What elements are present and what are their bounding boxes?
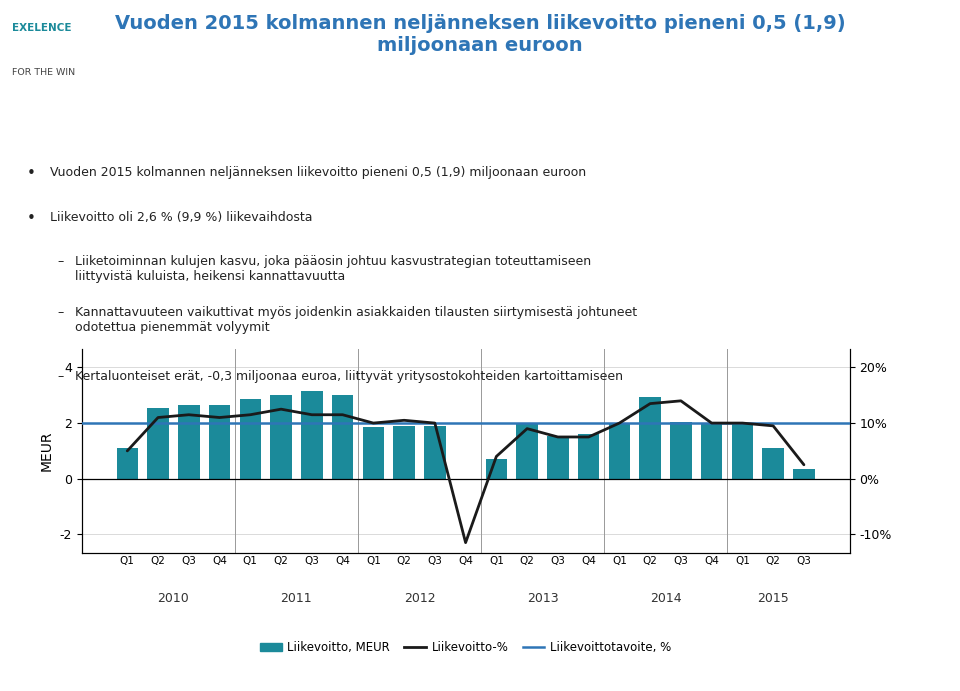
Bar [516,424,538,479]
Bar [240,399,261,479]
Bar [732,424,754,479]
Text: EXELENCE: EXELENCE [12,23,72,33]
Bar [455,479,476,480]
Text: 9: 9 [926,667,936,679]
Bar [547,435,568,479]
Bar [271,395,292,479]
Text: Exel Composites Oyj: Exel Composites Oyj [17,667,169,679]
Text: 2015: 2015 [757,591,789,605]
Bar [394,426,415,479]
Bar [609,424,630,479]
Text: Kertaluonteiset erät, -0,3 miljoonaa euroa, liittyvät yritysostokohteiden kartoi: Kertaluonteiset erät, -0,3 miljoonaa eur… [75,370,623,383]
Bar [762,448,784,479]
Text: 2011: 2011 [280,591,312,605]
Bar [208,405,230,479]
Bar [363,427,384,479]
Bar [178,405,200,479]
Text: 2014: 2014 [650,591,682,605]
Text: Vuoden 2015 kolmannen neljänneksen liikevoitto pieneni 0,5 (1,9)
miljoonaan euro: Vuoden 2015 kolmannen neljänneksen liike… [114,14,846,55]
Bar [424,426,445,479]
Text: Kannattavuuteen vaikuttivat myös joidenkin asiakkaiden tilausten siirtymisestä j: Kannattavuuteen vaikuttivat myös joidenk… [75,306,637,334]
Text: Liiketoiminnan kulujen kasvu, joka pääosin johtuu kasvustrategian toteuttamiseen: Liiketoiminnan kulujen kasvu, joka pääos… [75,256,591,283]
Y-axis label: MEUR: MEUR [40,430,54,471]
Bar [701,424,723,479]
Text: 2013: 2013 [527,591,559,605]
Text: •: • [27,167,36,182]
Text: 2012: 2012 [403,591,435,605]
Text: 2010: 2010 [157,591,189,605]
Text: –: – [58,256,64,268]
Bar [639,397,660,479]
Bar [147,408,169,479]
Text: •: • [27,211,36,226]
Bar [116,448,138,479]
Text: FOR THE WIN: FOR THE WIN [12,68,76,77]
Bar [301,391,323,479]
Text: –: – [58,306,64,319]
Bar [793,469,815,479]
Bar [670,422,691,479]
Bar [486,460,507,479]
Bar [578,434,599,479]
Legend: Liikevoitto, MEUR, Liikevoitto-%, Liikevoittotavoite, %: Liikevoitto, MEUR, Liikevoitto-%, Liikev… [255,636,676,659]
Bar [332,395,353,479]
Text: Liikevoitto oli 2,6 % (9,9 %) liikevaihdosta: Liikevoitto oli 2,6 % (9,9 %) liikevaihd… [50,211,312,224]
Text: Vuoden 2015 kolmannen neljänneksen liikevoitto pieneni 0,5 (1,9) miljoonaan euro: Vuoden 2015 kolmannen neljänneksen liike… [50,167,586,180]
Text: –: – [58,370,64,383]
